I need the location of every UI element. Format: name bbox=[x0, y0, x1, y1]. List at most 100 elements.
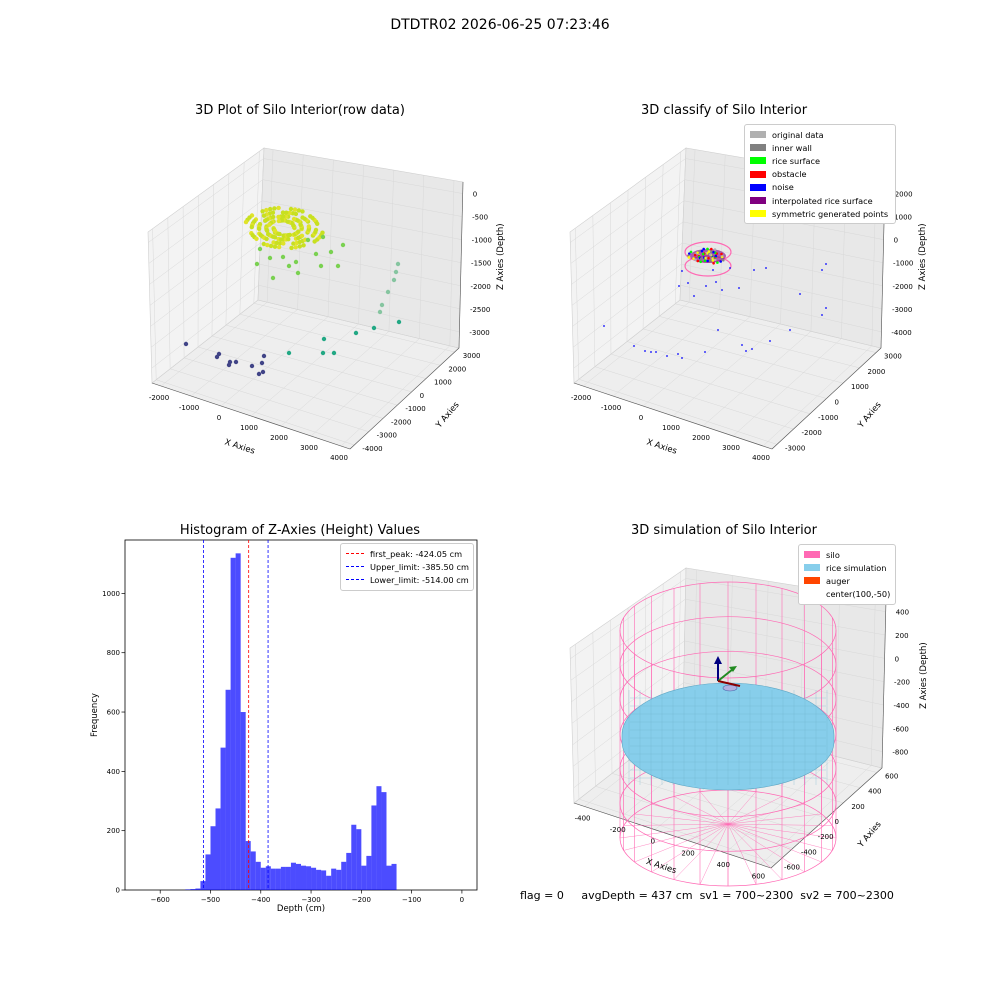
legend-swatch bbox=[750, 157, 766, 165]
simulation-legend: silo rice simulation auger center(100,-5… bbox=[798, 544, 896, 605]
noise-point bbox=[681, 270, 683, 272]
point bbox=[701, 252, 705, 256]
p1-z-tick: -1000 bbox=[472, 237, 492, 245]
y-tick-label: 200 bbox=[107, 827, 120, 835]
point bbox=[692, 257, 695, 260]
histogram-bar bbox=[290, 862, 296, 890]
p4-zlabel: Z Axies (Depth) bbox=[919, 642, 929, 709]
p1-grid-x bbox=[280, 170, 394, 427]
point bbox=[308, 214, 313, 219]
histogram-bar bbox=[255, 861, 261, 890]
avg-depth-text: avgDepth = 437 cm bbox=[581, 889, 693, 902]
point bbox=[249, 224, 254, 230]
y-tick-label: 400 bbox=[107, 768, 120, 776]
silo-floor-spoke bbox=[623, 823, 729, 851]
legend-swatch bbox=[750, 131, 766, 139]
x-tick-label: −200 bbox=[352, 896, 371, 904]
silo-floor-spoke bbox=[727, 823, 783, 880]
point bbox=[396, 319, 402, 325]
histogram-bar bbox=[376, 786, 382, 890]
legend-line bbox=[346, 579, 364, 581]
point bbox=[272, 235, 278, 240]
histogram-axes-frame bbox=[124, 539, 478, 891]
point bbox=[260, 209, 265, 214]
p1-y-tick: -1000 bbox=[405, 405, 425, 413]
point bbox=[702, 247, 705, 251]
noise-point bbox=[717, 329, 719, 331]
noise-point bbox=[681, 357, 683, 359]
histogram-bar bbox=[210, 826, 216, 890]
noise-point bbox=[603, 325, 605, 327]
x-tick-label: −100 bbox=[402, 896, 421, 904]
point bbox=[276, 244, 282, 250]
point bbox=[313, 227, 319, 233]
p2-grid-z bbox=[572, 242, 883, 327]
p2-grid-z bbox=[573, 284, 882, 369]
p4-z-axis-line bbox=[881, 599, 887, 769]
point bbox=[371, 325, 377, 331]
silo-floor-spoke bbox=[699, 791, 729, 825]
point bbox=[716, 261, 719, 264]
point bbox=[320, 230, 325, 235]
center-marker bbox=[722, 684, 738, 692]
point bbox=[335, 263, 341, 269]
point bbox=[712, 262, 715, 265]
p2-grid-y bbox=[658, 164, 860, 369]
point bbox=[700, 249, 704, 253]
point bbox=[713, 248, 717, 251]
legend-item-noise: noise bbox=[750, 181, 890, 194]
histogram-xlabel: Depth (cm) bbox=[277, 904, 325, 914]
point bbox=[291, 216, 297, 222]
point bbox=[377, 309, 383, 315]
histogram-bar bbox=[240, 712, 246, 890]
p4-x-tick: 200 bbox=[681, 849, 694, 857]
legend-line bbox=[346, 553, 364, 555]
histogram-bar bbox=[386, 865, 392, 890]
legend-swatch bbox=[804, 564, 820, 572]
histogram-bar bbox=[346, 852, 352, 890]
noise-point bbox=[655, 351, 657, 353]
point bbox=[706, 247, 709, 251]
noise-point bbox=[799, 293, 801, 295]
p2-z-tick: 0 bbox=[894, 237, 898, 245]
p4-grid-z bbox=[572, 661, 884, 746]
point bbox=[272, 244, 278, 249]
point bbox=[353, 330, 359, 336]
flag-text: flag = 0 bbox=[520, 889, 564, 902]
histogram-bar bbox=[356, 829, 362, 890]
point bbox=[287, 210, 292, 216]
point bbox=[292, 207, 298, 212]
silo-floor-spoke bbox=[651, 803, 729, 825]
y-tick-label: 0 bbox=[116, 887, 120, 895]
point bbox=[291, 223, 296, 228]
point bbox=[249, 363, 255, 369]
legend-item-obstacle: obstacle bbox=[750, 168, 890, 181]
point bbox=[257, 246, 263, 252]
point bbox=[261, 213, 267, 218]
noise-point bbox=[825, 307, 827, 309]
point bbox=[707, 250, 711, 253]
noise-point bbox=[745, 350, 747, 352]
point bbox=[320, 350, 326, 356]
p1-x-tick: 4000 bbox=[330, 454, 348, 462]
noise-point bbox=[715, 281, 717, 283]
point bbox=[268, 243, 274, 249]
point bbox=[321, 336, 327, 342]
p4-x-tick: -400 bbox=[575, 814, 591, 822]
p4-grid-y bbox=[610, 620, 810, 834]
point bbox=[719, 260, 722, 263]
silo-floor-spoke bbox=[619, 823, 729, 839]
histogram-bar bbox=[336, 869, 342, 890]
noise-point bbox=[765, 267, 767, 269]
p4-x-tick: 400 bbox=[717, 861, 730, 869]
p2-x-tick: 0 bbox=[639, 414, 643, 422]
silo-floor-spoke bbox=[727, 823, 833, 851]
p1-z-tick: -2500 bbox=[470, 306, 490, 314]
histogram-bar bbox=[326, 875, 332, 890]
point bbox=[295, 270, 301, 276]
point bbox=[214, 354, 220, 360]
point bbox=[277, 231, 282, 237]
p1-z-tick: -1500 bbox=[471, 260, 491, 268]
legend-swatch bbox=[804, 591, 820, 598]
point bbox=[714, 254, 718, 258]
